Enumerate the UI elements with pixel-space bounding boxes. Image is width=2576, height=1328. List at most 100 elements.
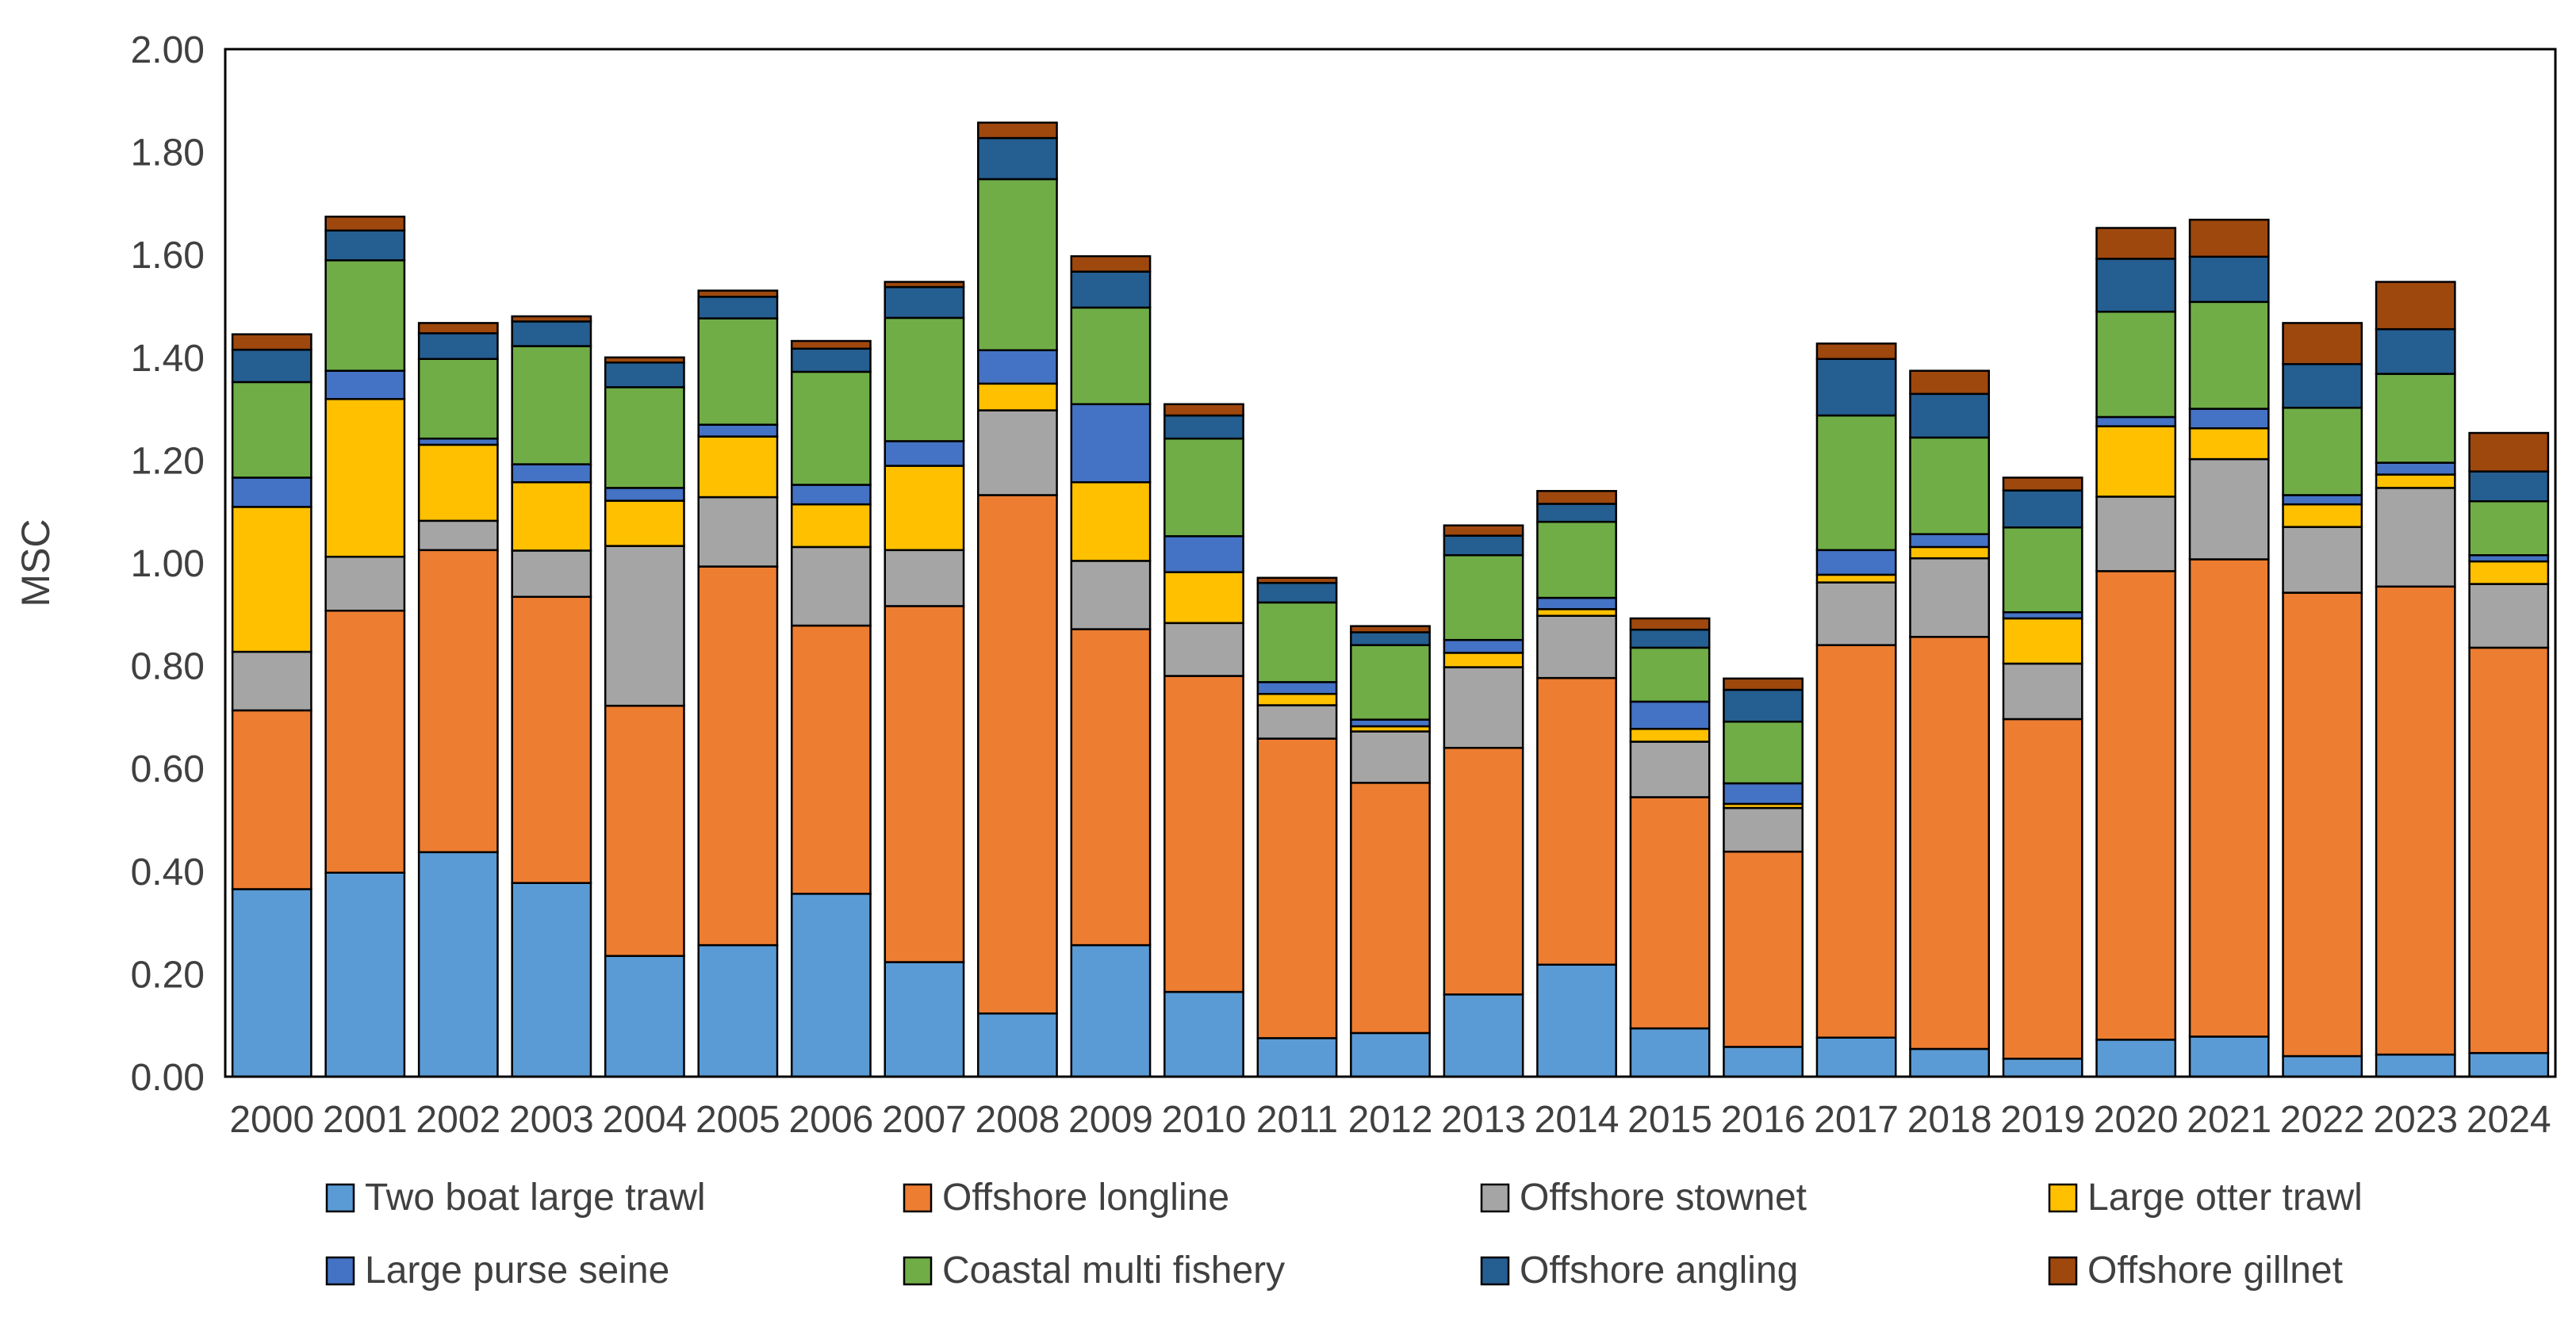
bar-segment-coastal-multi-fishery-2019 [2002,526,2083,614]
bar-segment-coastal-multi-fishery-2014 [1536,520,1617,599]
bar-segment-offshore-angling-2006 [790,347,872,373]
bar-segment-offshore-angling-2003 [511,320,592,347]
legend-item-offshore-angling: Offshore angling [1480,1250,1798,1292]
bar-segment-coastal-multi-fishery-2021 [2188,300,2270,410]
bar-segment-two-boat-large-trawl-2001 [324,871,406,1078]
bar-segment-offshore-angling-2011 [1256,582,1338,604]
bar-segment-two-boat-large-trawl-2007 [884,961,965,1078]
bar-segment-offshore-stownet-2022 [2282,526,2363,594]
bar-segment-offshore-stownet-2008 [977,409,1058,496]
bar-segment-large-otter-trawl-2022 [2282,503,2363,528]
bar-segment-large-otter-trawl-2018 [1909,545,1991,560]
legend-item-two-boat-large-trawl: Two boat large trawl [325,1177,706,1219]
x-axis-tick-labels: 2000 2001 2002 2003 2004 2005 2006 2007 2008 2009… [229,1099,2551,1141]
legend-item-coastal-multi-fishery: Coastal multi fishery [903,1250,1285,1292]
bar-segment-offshore-stownet-2009 [1070,560,1152,630]
bar-segment-offshore-gillnet-2006 [790,339,872,350]
bar-segment-offshore-stownet-2023 [2375,487,2456,588]
bar-segment-large-otter-trawl-2010 [1163,571,1244,625]
bar-segment-coastal-multi-fishery-2015 [1629,646,1711,703]
bar-segment-two-boat-large-trawl-2015 [1629,1027,1711,1078]
bar-segment-offshore-longline-2012 [1350,782,1431,1035]
bar-segment-offshore-angling-2012 [1350,631,1431,646]
legend-label: Large otter trawl [2087,1177,2363,1219]
bar-segment-large-purse-seine-2004 [604,487,685,502]
bar-segment-offshore-angling-2007 [884,285,965,320]
legend-item-offshore-stownet: Offshore stownet [1480,1177,1807,1219]
legend: Two boat large trawl Offshore longline Off… [325,1177,2363,1292]
bar-segment-large-otter-trawl-2000 [231,506,312,653]
bar-segment-large-purse-seine-2022 [2282,494,2363,506]
bar-segment-offshore-gillnet-2010 [1163,403,1244,417]
x-tick-label: 2016 [1721,1099,1806,1141]
bar-segment-coastal-multi-fishery-2013 [1443,554,1524,641]
bar-segment-offshore-angling-2019 [2002,489,2083,529]
bar-segment-large-otter-trawl-2001 [324,398,406,558]
bar-segment-offshore-stownet-2001 [324,555,406,612]
x-tick-label: 2009 [1068,1099,1153,1141]
bar-segment-large-otter-trawl-2015 [1629,728,1711,743]
bar-segment-offshore-stownet-2000 [231,650,312,712]
x-tick-label: 2007 [882,1099,967,1141]
bar-segment-offshore-angling-2010 [1163,414,1244,440]
x-tick-label: 2022 [2280,1099,2365,1141]
legend-swatch [325,1256,355,1286]
bar-segment-offshore-gillnet-2019 [2002,476,2083,492]
bar-segment-offshore-angling-2024 [2468,470,2550,503]
bar-segment-offshore-longline-2021 [2188,558,2270,1038]
bar-segment-offshore-angling-2016 [1723,688,1804,723]
legend-label: Large purse seine [365,1250,669,1292]
bar-segment-offshore-angling-2013 [1443,534,1524,557]
legend-item-offshore-longline: Offshore longline [903,1177,1229,1219]
bar-segment-large-purse-seine-2011 [1256,681,1338,695]
bar-segment-offshore-stownet-2010 [1163,622,1244,677]
bar-segment-offshore-gillnet-2000 [231,333,312,351]
legend-label: Offshore stownet [1520,1177,1807,1219]
bar-segment-offshore-angling-2015 [1629,628,1711,649]
bar-segment-offshore-longline-2018 [1909,636,1991,1051]
bar-segment-large-otter-trawl-2004 [604,499,685,547]
x-tick-label: 2004 [602,1099,687,1141]
bar-segment-large-purse-seine-2010 [1163,535,1244,573]
bar-segment-large-purse-seine-2001 [324,369,406,400]
bar-segment-large-otter-trawl-2019 [2002,617,2083,665]
bar-segment-offshore-angling-2005 [697,296,779,320]
bar-segment-two-boat-large-trawl-2012 [1350,1031,1431,1078]
bar-segment-offshore-gillnet-2015 [1629,617,1711,631]
bar-segment-offshore-gillnet-2007 [884,281,965,289]
bar-segment-offshore-longline-2014 [1536,676,1617,966]
bar-segment-offshore-gillnet-2022 [2282,322,2363,365]
bar-segment-two-boat-large-trawl-2022 [2282,1054,2363,1078]
legend-swatch [903,1256,933,1286]
bar-segment-large-purse-seine-2006 [790,484,872,506]
bar-segment-offshore-stownet-2016 [1723,806,1804,853]
bar-segment-coastal-multi-fishery-2001 [324,259,406,372]
legend-swatch [1480,1183,1510,1213]
bar-segment-two-boat-large-trawl-2003 [511,882,592,1078]
bar-segment-offshore-gillnet-2017 [1815,343,1897,360]
bar-segment-offshore-stownet-2012 [1350,730,1431,784]
bar-segment-offshore-stownet-2020 [2095,496,2177,572]
bar-segment-offshore-longline-2000 [231,709,312,890]
bar-segment-large-otter-trawl-2008 [977,382,1058,411]
legend-swatch [2048,1256,2078,1286]
bar-segment-offshore-angling-2023 [2375,327,2456,375]
bar-segment-coastal-multi-fishery-2010 [1163,437,1244,538]
bar-segment-coastal-multi-fishery-2018 [1909,436,1991,535]
bar-segment-two-boat-large-trawl-2004 [604,955,685,1078]
bar-segment-coastal-multi-fishery-2024 [2468,499,2550,557]
bar-segment-large-purse-seine-2015 [1629,700,1711,730]
x-tick-label: 2023 [2373,1099,2458,1141]
bar-segment-large-otter-trawl-2002 [417,443,499,522]
bar-segment-offshore-longline-2010 [1163,675,1244,993]
x-tick-label: 2024 [2467,1099,2551,1141]
bar-segment-coastal-multi-fishery-2017 [1815,414,1897,552]
bar-segment-offshore-stownet-2021 [2188,457,2270,561]
bar-segment-large-purse-seine-2012 [1350,718,1431,728]
bar-segment-offshore-longline-2019 [2002,718,2083,1060]
bar-segment-offshore-longline-2001 [324,610,406,874]
y-axis-label: MSC [13,519,58,607]
bar-segment-large-otter-trawl-2007 [884,465,965,552]
bar-segment-offshore-longline-2020 [2095,570,2177,1041]
bar-segment-offshore-stownet-2019 [2002,662,2083,721]
